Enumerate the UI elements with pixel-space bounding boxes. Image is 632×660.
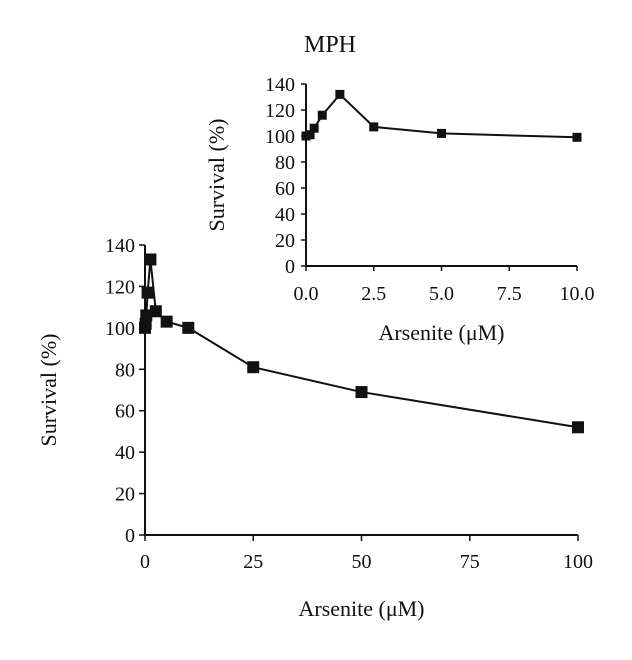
main-y-axis-title: Survival (%) [36,333,61,446]
inset-y-tick-label: 40 [275,204,295,226]
inset-chart: 0 20 40 60 80 100 120 140 0.0 2.5 5.0 7.5 10.0 Arseni… [204,32,595,345]
inset-x-axis-title: Arsenite (μM) [378,320,504,345]
inset-data-point [305,130,315,140]
main-data-point [149,305,162,318]
inset-y-tick-label: 120 [265,100,295,122]
inset-y-tick-label: 100 [265,126,295,148]
main-data-point [247,361,260,374]
main-y-tick-label: 100 [105,318,135,340]
inset-data-point [437,128,446,138]
inset-data-point [369,122,379,132]
main-data-point [144,253,157,266]
main-y-tick-label: 140 [105,235,135,257]
inset-y-tick-label: 20 [275,230,295,252]
inset-data-point [335,89,345,99]
inset-y-tick-label: 0 [285,256,295,278]
main-x-tick-label: 50 [352,551,372,573]
main-x-tick-label: 0 [140,551,150,573]
main-chart: 0 20 40 60 80 100 120 140 0 25 50 75 100 Arsenite (μM… [36,235,593,621]
main-y-tick-label: 20 [115,484,135,506]
main-data-point [355,386,368,399]
main-data-point [572,421,584,434]
main-y-tick-label: 0 [125,525,135,547]
main-x-tick-label: 75 [460,551,480,573]
inset-x-tick-label: 5.0 [429,283,454,305]
main-y-tick-label: 120 [105,276,135,298]
main-data-point [141,286,154,299]
main-data-point [140,309,153,322]
main-x-tick-label: 25 [243,551,263,573]
inset-y-tick-label: 80 [275,152,295,174]
main-y-tick-label: 80 [115,359,135,381]
inset-x-tick-label: 7.5 [497,283,522,305]
inset-x-tick-label: 0.0 [294,283,319,305]
main-x-axis-title: Arsenite (μM) [298,596,424,621]
inset-x-tick-label: 2.5 [361,283,386,305]
main-data-point [182,321,195,334]
main-y-tick-label: 40 [115,442,135,464]
main-y-tick-label: 60 [115,401,135,423]
inset-data-point [572,132,582,142]
inset-y-tick-label: 140 [265,74,295,96]
inset-data-point [309,123,319,133]
inset-x-tick-label: 10.0 [560,283,595,305]
inset-y-axis-title: Survival (%) [204,118,229,231]
main-x-tick-label: 100 [563,551,593,573]
inset-data-point [317,110,327,120]
main-data-point [160,315,173,328]
inset-chart-title: MPH [304,32,356,58]
inset-y-tick-label: 60 [275,178,295,200]
